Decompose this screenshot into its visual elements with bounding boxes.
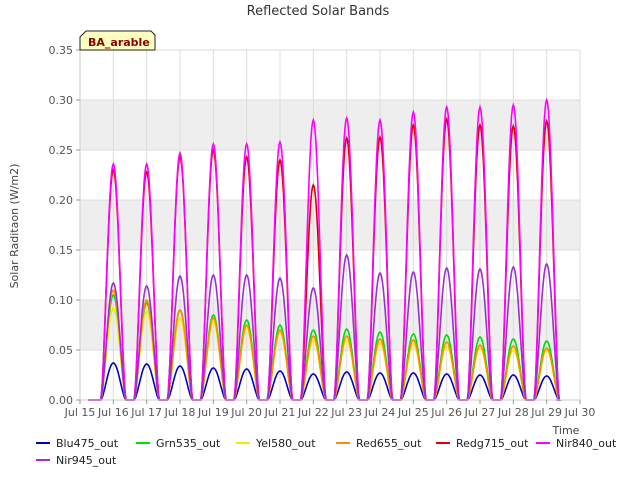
legend-item-Blu475_out: Blu475_out [36,437,119,450]
legend-label: Grn535_out [156,437,221,450]
legend-item-Nir945_out: Nir945_out [36,454,117,467]
grid-band [80,300,580,350]
grid-band [80,200,580,250]
x-tick-label: Jul 19 [197,406,229,419]
y-tick-label: 0.35 [49,44,74,57]
y-tick-label: 0.05 [49,344,74,357]
legend-item-Yel580_out: Yel580_out [236,437,316,450]
x-tick-label: Jul 25 [397,406,429,419]
y-tick-label: 0.20 [49,194,74,207]
plot-background [80,50,580,400]
site-badge-label: BA_arable [88,36,150,49]
x-tick-label: Jul 28 [497,406,529,419]
legend-label: Redg715_out [456,437,529,450]
x-tick-label: Jul 15 [64,406,96,419]
legend-item-Nir840_out: Nir840_out [536,437,617,450]
y-axis-title: Solar Raditaon (W/m2) [8,164,21,289]
x-axis-title: Time [552,424,580,437]
x-tick-label: Jul 29 [530,406,562,419]
grid-band [80,100,580,150]
chart-title: Reflected Solar Bands [247,4,390,19]
legend-label: Red655_out [356,437,422,450]
x-tick-label: Jul 23 [330,406,362,419]
legend-label: Nir840_out [556,437,617,450]
x-tick-label: Jul 24 [364,406,396,419]
legend: Blu475_out Grn535_out Yel580_out Red655_out… [36,437,617,467]
x-tick-label: Jul 21 [264,406,296,419]
legend-label: Blu475_out [56,437,119,450]
y-tick-label: 0.00 [49,394,74,407]
x-tick-label: Jul 27 [464,406,496,419]
y-tick-label: 0.10 [49,294,74,307]
x-tick-label: Jul 16 [97,406,129,419]
y-tick-label: 0.30 [49,94,74,107]
x-tick-label: Jul 20 [230,406,262,419]
x-tick-label: Jul 26 [430,406,462,419]
legend-label: Nir945_out [56,454,117,467]
y-tick-label: 0.15 [49,244,74,257]
legend-item-Grn535_out: Grn535_out [136,437,221,450]
legend-item-Red655_out: Red655_out [336,437,422,450]
x-tick-label: Jul 22 [297,406,329,419]
site-badge: BA_arable [79,30,156,51]
x-tick-label: Jul 17 [130,406,162,419]
y-tick-label: 0.25 [49,144,74,157]
legend-label: Yel580_out [255,437,316,450]
x-tick-label: Jul 18 [164,406,196,419]
x-tick-label: Jul 30 [564,406,596,419]
legend-item-Redg715_out: Redg715_out [436,437,529,450]
